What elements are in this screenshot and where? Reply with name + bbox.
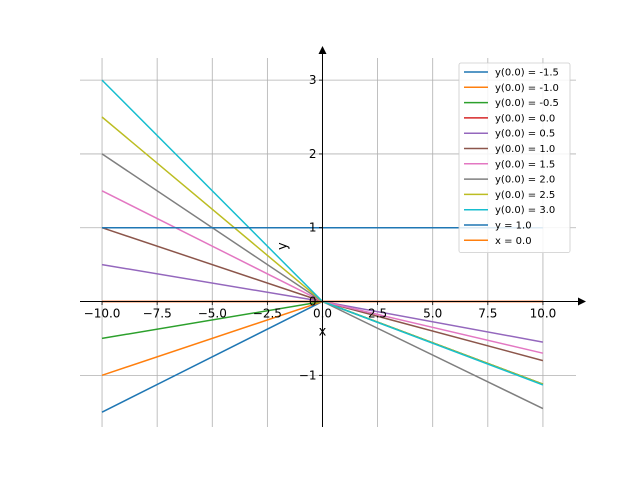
y-tick-label-0: −1 xyxy=(299,368,317,382)
legend-box xyxy=(458,62,571,254)
x-tick-label-2: −5.0 xyxy=(198,307,227,321)
x-axis-label: x xyxy=(319,325,327,340)
legend-label-9: y(0.0) = 3.0 xyxy=(495,205,555,216)
legend-label-4: y(0.0) = 0.5 xyxy=(495,129,555,140)
legend-label-0: y(0.0) = -1.5 xyxy=(495,68,559,79)
legend-label-2: y(0.0) = -0.5 xyxy=(495,98,559,109)
tick-labels: −10.0 −7.5 −5.0 −2.5 0.0 2.5 5.0 7.5 10.0 −1 0 1 2 3 xyxy=(84,73,557,382)
x-tick-label-1: −7.5 xyxy=(143,307,172,321)
y-tick-label-4: 3 xyxy=(309,73,317,87)
x-axis-arrow-icon xyxy=(578,297,586,306)
x-tick-label-4: 0.0 xyxy=(313,307,332,321)
legend-label-6: y(0.0) = 1.5 xyxy=(495,159,555,170)
legend-label-1: y(0.0) = -1.0 xyxy=(495,83,559,94)
x-tick-label-6: 5.0 xyxy=(423,307,442,321)
legend: y(0.0) = -1.5 y(0.0) = -1.0 y(0.0) = -0.5 y… xyxy=(458,62,571,254)
y-axis-label: y xyxy=(275,242,290,250)
y-axis-arrow-icon xyxy=(318,46,327,54)
y-tick-label-3: 2 xyxy=(309,147,317,161)
x-tick-label-5: 2.5 xyxy=(368,307,387,321)
legend-label-8: y(0.0) = 2.5 xyxy=(495,190,555,201)
legend-label-10: y = 1.0 xyxy=(495,221,532,232)
x-tick-label-3: −2.5 xyxy=(253,307,282,321)
x-tick-label-7: 7.5 xyxy=(478,307,497,321)
x-tick-label-0: −10.0 xyxy=(84,307,121,321)
legend-label-3: y(0.0) = 0.0 xyxy=(495,113,555,124)
legend-label-5: y(0.0) = 1.0 xyxy=(495,144,555,155)
x-tick-label-8: 10.0 xyxy=(530,307,557,321)
legend-label-7: y(0.0) = 2.0 xyxy=(495,175,555,186)
legend-label-11: x = 0.0 xyxy=(495,236,532,247)
y-tick-label-2: 1 xyxy=(309,221,317,235)
y-tick-label-1: 0 xyxy=(309,295,317,309)
axes xyxy=(80,46,586,427)
